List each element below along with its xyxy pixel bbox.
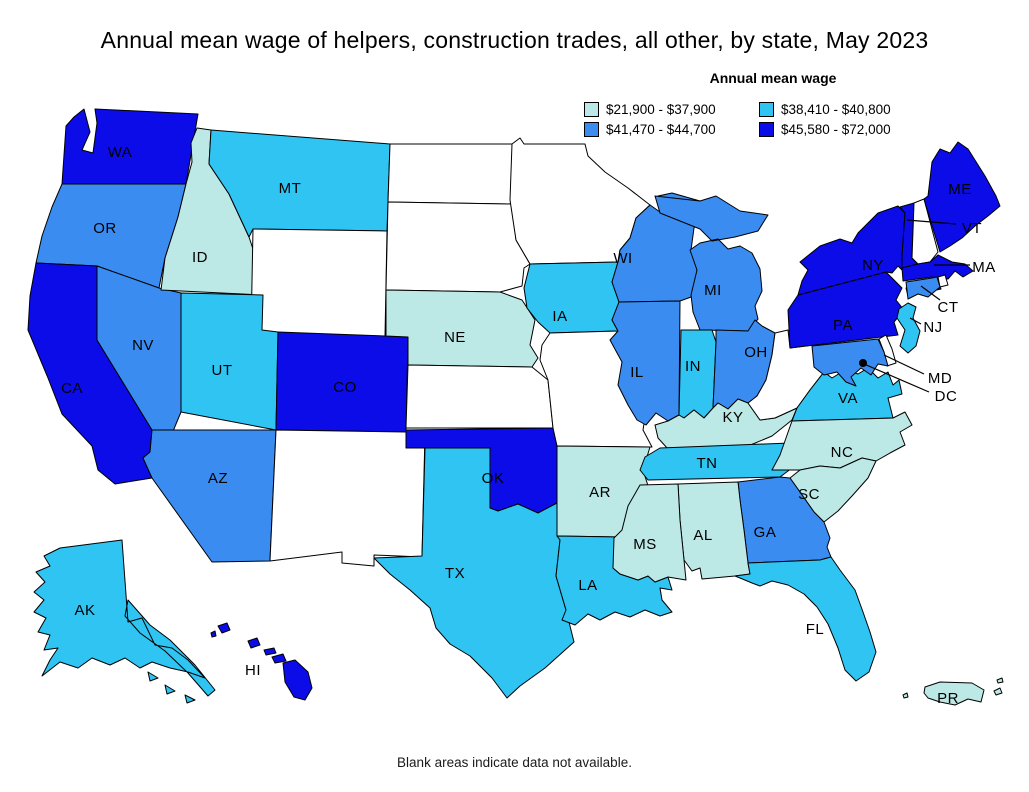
leader-line-vt: [906, 219, 957, 225]
state-label-nv: NV: [132, 337, 154, 354]
state-ms[interactable]: [612, 483, 687, 583]
state-label-sc: SC: [798, 486, 820, 503]
state-label-la: LA: [578, 577, 597, 594]
state-me[interactable]: [923, 141, 1001, 253]
legend-swatch: [584, 102, 599, 117]
state-label-ny: NY: [862, 257, 884, 274]
state-label-me: ME: [948, 181, 972, 198]
state-label-nj: NJ: [923, 319, 942, 336]
state-label-or: OR: [93, 220, 117, 237]
state-label-tn: TN: [697, 455, 718, 472]
state-label-pa: PA: [833, 317, 853, 334]
state-nc[interactable]: [771, 411, 913, 471]
state-label-mi: MI: [704, 282, 722, 299]
state-label-vt: VT: [962, 220, 982, 237]
legend-item: $21,900 - $37,900: [584, 102, 759, 117]
state-ak[interactable]: [33, 539, 216, 704]
leader-line-md: [883, 354, 925, 375]
state-ne[interactable]: [385, 289, 539, 368]
state-nm[interactable]: [269, 429, 426, 567]
state-label-ne: NE: [444, 329, 466, 346]
state-ia[interactable]: [523, 261, 620, 334]
state-label-mt: MT: [279, 180, 302, 197]
state-label-co: CO: [333, 379, 357, 396]
legend-title: Annual mean wage: [709, 70, 837, 86]
state-label-pr: PR: [937, 690, 959, 707]
states-layer: [27, 108, 1004, 706]
state-label-ma: MA: [972, 259, 996, 276]
state-label-tx: TX: [445, 565, 465, 582]
state-sd[interactable]: [385, 201, 531, 293]
state-wa[interactable]: [61, 108, 199, 185]
state-ks[interactable]: [405, 364, 554, 429]
state-label-al: AL: [693, 527, 712, 544]
legend-label: $41,470 - $44,700: [606, 122, 716, 137]
state-label-il: IL: [630, 364, 644, 381]
state-label-wi: WI: [613, 250, 632, 267]
state-tx[interactable]: [373, 447, 575, 699]
legend: Annual mean wage $21,900 - $37,900 $38,41…: [584, 70, 962, 137]
state-label-wa: WA: [108, 144, 133, 161]
leader-line-dc: [863, 363, 930, 393]
state-label-oh: OH: [744, 344, 768, 361]
state-label-ia: IA: [552, 308, 567, 325]
state-label-ca: CA: [61, 380, 83, 397]
legend-swatch: [759, 122, 774, 137]
state-ma[interactable]: [901, 254, 974, 282]
legend-item: $41,470 - $44,700: [584, 122, 759, 137]
state-mi[interactable]: [654, 195, 769, 332]
state-label-az: AZ: [208, 470, 228, 487]
state-label-fl: FL: [806, 621, 825, 638]
state-hi[interactable]: [210, 622, 313, 701]
state-label-ga: GA: [754, 524, 777, 541]
legend-item: $45,580 - $72,000: [759, 122, 944, 137]
state-label-nc: NC: [831, 444, 854, 461]
legend-label: $45,580 - $72,000: [781, 122, 891, 137]
footer-note: Blank areas indicate data not available.: [397, 755, 632, 770]
state-label-ar: AR: [589, 484, 611, 501]
state-label-ak: AK: [74, 602, 95, 619]
state-va[interactable]: [791, 367, 903, 422]
state-label-md: MD: [928, 370, 952, 387]
state-label-va: VA: [838, 390, 858, 407]
state-label-ky: KY: [722, 409, 743, 426]
state-pr[interactable]: [902, 677, 1004, 706]
legend-item: $38,410 - $40,800: [759, 102, 944, 117]
legend-label: $21,900 - $37,900: [606, 102, 716, 117]
state-wy[interactable]: [250, 228, 388, 337]
legend-label: $38,410 - $40,800: [781, 102, 891, 117]
state-label-in: IN: [685, 358, 701, 375]
state-label-ct: CT: [938, 299, 959, 316]
state-label-ok: OK: [482, 470, 505, 487]
state-label-ms: MS: [633, 536, 657, 553]
legend-items: $21,900 - $37,900 $38,410 - $40,800 $41,47…: [584, 102, 962, 137]
state-az[interactable]: [142, 429, 277, 563]
leader-line-nj: [909, 317, 922, 325]
leader-line-ct: [920, 285, 941, 301]
state-nj[interactable]: [896, 302, 921, 354]
legend-swatch: [584, 122, 599, 137]
state-label-hi: HI: [245, 662, 261, 679]
legend-swatch: [759, 102, 774, 117]
labels-layer: WA OR CA NV ID MT UT CO AZ NE OK TX IA AR LA WI IL MI IN OH…: [61, 144, 996, 707]
state-md[interactable]: [811, 338, 889, 387]
dc-marker[interactable]: [859, 359, 867, 367]
state-fl[interactable]: [734, 556, 877, 682]
state-label-id: ID: [192, 249, 208, 266]
state-label-dc: DC: [935, 388, 958, 405]
state-label-ut: UT: [212, 362, 233, 379]
page-title: Annual mean wage of helpers, constructio…: [100, 27, 929, 53]
state-al[interactable]: [677, 481, 751, 580]
state-nd[interactable]: [387, 143, 513, 205]
